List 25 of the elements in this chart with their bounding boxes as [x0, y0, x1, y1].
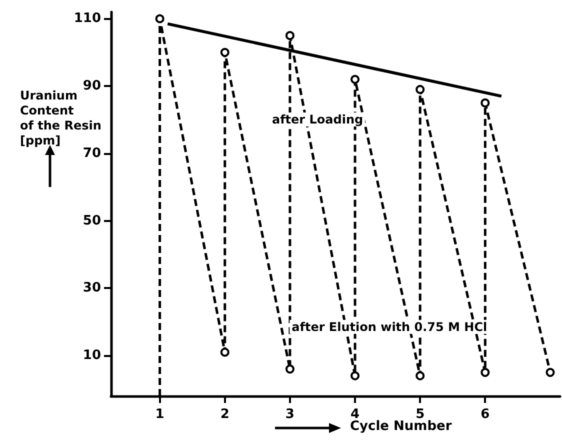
- point: [220, 348, 230, 357]
- point: [416, 371, 425, 380]
- x-tick-label: 1: [155, 407, 164, 422]
- point: [285, 31, 294, 40]
- y-tick-label: 50: [82, 213, 101, 228]
- point: [285, 364, 294, 374]
- point: [480, 98, 490, 108]
- point: [155, 14, 164, 24]
- point: [480, 368, 490, 377]
- x-tick-label: 2: [220, 407, 230, 422]
- x-tick-label: 5: [416, 407, 425, 422]
- point: [416, 84, 425, 94]
- x-tick-label: 6: [480, 407, 490, 422]
- y-tick-label: 30: [82, 280, 101, 296]
- y-tick-label: 70: [82, 146, 101, 161]
- y-tick-label: 10: [82, 348, 101, 364]
- point: [220, 48, 230, 57]
- point: [546, 368, 555, 377]
- annotation: after Elution with 0.75 M HCl: [292, 320, 488, 334]
- point: [350, 371, 360, 380]
- x-tick-label: 3: [285, 407, 294, 422]
- y-tick-label: 110: [74, 11, 101, 26]
- annotation: after Loading: [272, 112, 364, 127]
- point: [350, 74, 360, 84]
- x-axis-title: Cycle Number: [350, 419, 452, 434]
